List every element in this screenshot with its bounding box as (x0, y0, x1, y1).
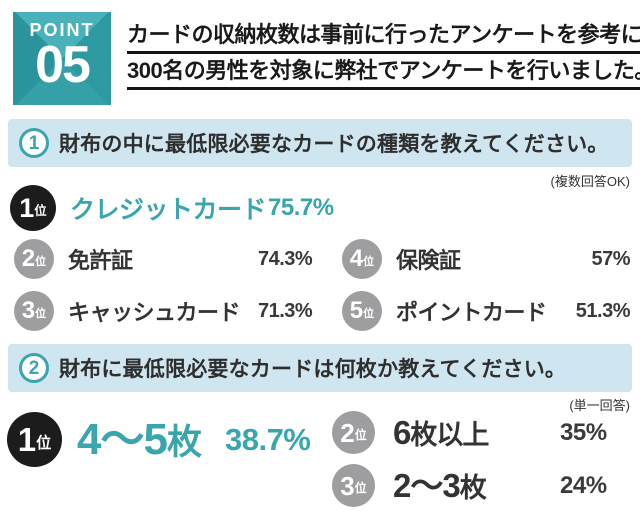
rank-number: 3 (340, 470, 355, 501)
q2-rank3-label-unit: 枚 (459, 473, 487, 503)
rank-suffix: 位 (363, 255, 375, 268)
q2-rank1-label-main: 4〜5 (77, 414, 168, 464)
q1-rank4-value: 57% (591, 247, 630, 270)
rank-number: 5 (349, 297, 364, 324)
rank-suffix: 位 (354, 480, 367, 495)
rank-number: 2 (21, 245, 36, 272)
q1-rank3-value: 71.3% (258, 299, 313, 322)
q2-rank2-label-unit: 枚以上 (410, 420, 489, 450)
page-title: カードの収納枚数は事前に行ったアンケートを参考に 300名の男性を対象に弊社でア… (127, 22, 640, 94)
rank-suffix: 位 (36, 435, 52, 453)
heading-line-2: 300名の男性を対象に弊社でアンケートを行いました。 (127, 58, 640, 90)
rank-number: 1 (17, 421, 37, 458)
point-number: 05 (35, 36, 91, 94)
q1-rank2-label: 免許証 (68, 248, 133, 273)
rank-suffix: 位 (34, 204, 47, 219)
q2-rank3-label: 2〜3枚 (393, 469, 560, 502)
q2-rank1-label-unit: 枚 (166, 422, 202, 462)
q1-rank2-value: 74.3% (258, 247, 313, 270)
heading-line-2-text: 300名の男性を対象に弊社でアンケートを行いました。 (127, 58, 640, 90)
point-label: POINT (29, 20, 95, 40)
q1-rank5-label: ポイントカード (396, 300, 547, 325)
q1-rank1-label: クレジットカード (70, 196, 267, 224)
point-badge: POINT 05 (13, 12, 111, 105)
q2-rank1-label: 4〜5枚 (77, 414, 202, 464)
rank-number: 2 (340, 417, 355, 448)
q1-rank4-label: 保険証 (396, 248, 461, 273)
rank-number: 4 (349, 245, 364, 272)
heading-line-1: カードの収納枚数は事前に行ったアンケートを参考に (127, 22, 640, 54)
q1-rank3-label: キャッシュカード (68, 300, 241, 325)
question1-answer-note: (複数回答OK) (550, 174, 630, 189)
question1-number-icon: 1 (19, 128, 49, 158)
q2-rank2-value: 35% (560, 418, 607, 446)
question1-title: 財布の中に最低限必要なカードの種類を教えてください。 (59, 133, 609, 156)
question2-title: 財布に最低限必要なカードは何枚か教えてください。 (59, 358, 567, 381)
q1-rank5-value: 51.3% (575, 299, 631, 322)
q2-rank3-label-main: 2〜3 (393, 467, 461, 504)
question2-answer-note: (単一回答) (569, 398, 630, 413)
rank-number: 3 (21, 297, 36, 324)
question1-bar: 1 財布の中に最低限必要なカードの種類を教えてください。 (8, 119, 632, 167)
question2-number-icon: 2 (19, 353, 49, 383)
q2-rank2-label-main: 6 (393, 414, 411, 451)
q2-rank2-label: 6枚以上 (393, 416, 560, 449)
rank-suffix: 位 (35, 307, 47, 320)
q2-rank3-value: 24% (560, 471, 607, 499)
rank-suffix: 位 (363, 307, 375, 320)
rank-suffix: 位 (354, 427, 367, 442)
rank-suffix: 位 (35, 255, 47, 268)
heading-line-1-text: カードの収納枚数は事前に行ったアンケートを参考に (127, 22, 640, 54)
q1-rank1-value: 75.7% (268, 194, 334, 221)
rank-number: 1 (19, 192, 35, 223)
question2-bar: 2 財布に最低限必要なカードは何枚か教えてください。 (8, 344, 632, 392)
q2-rank1-value: 38.7% (224, 421, 311, 457)
